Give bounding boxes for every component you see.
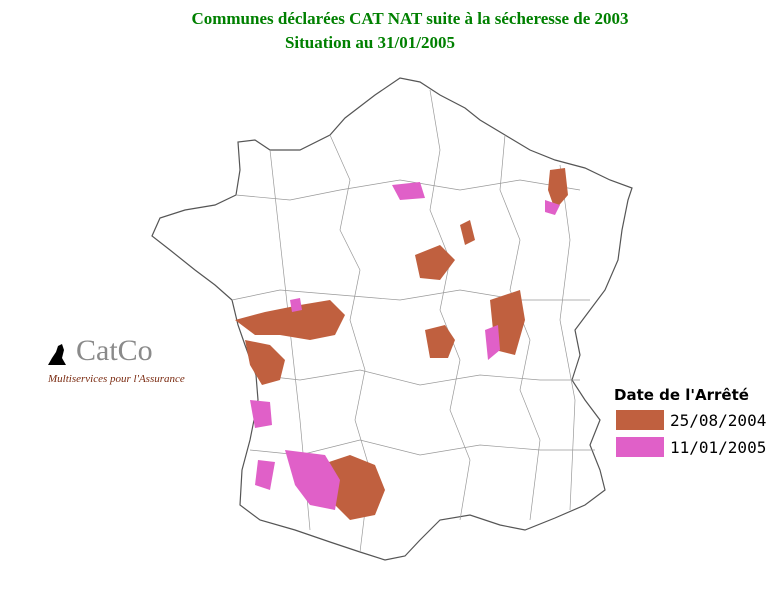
- legend: 25/08/2004 11/01/2005: [616, 410, 766, 457]
- cat-icon: [48, 344, 66, 365]
- subtitle: Situation au 31/01/2005: [285, 33, 455, 52]
- legend-title: Date de l'Arrêté: [614, 386, 749, 404]
- legend-label: 25/08/2004: [670, 411, 766, 430]
- areas-2004: [235, 168, 568, 520]
- title: Communes déclarées CAT NAT suite à la sé…: [191, 9, 628, 28]
- legend-label: 11/01/2005: [670, 438, 766, 457]
- logo-name: CatCo: [76, 334, 153, 367]
- areas-2005: [250, 182, 560, 510]
- logo-tagline: Multiservices pour l'Assurance: [47, 373, 185, 385]
- legend-swatch: [616, 410, 664, 430]
- legend-swatch: [616, 437, 664, 457]
